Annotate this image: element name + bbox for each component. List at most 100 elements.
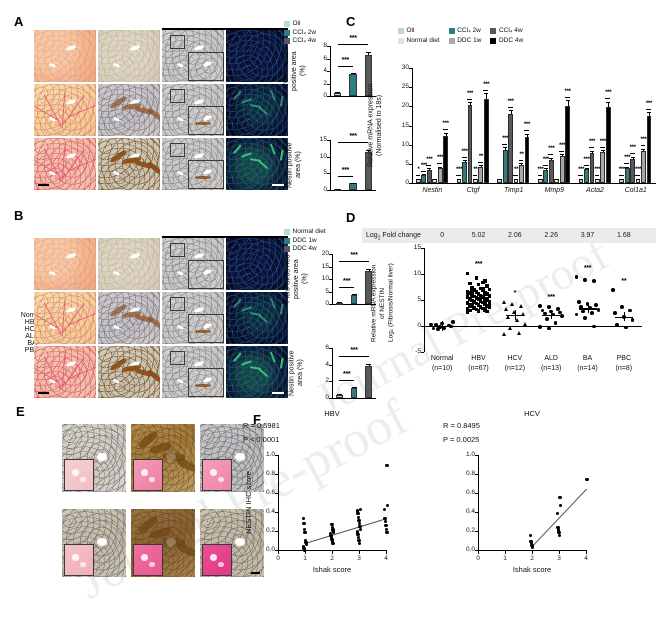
panel-c-errorcap-Col1a1-5 xyxy=(646,112,651,114)
panel-b-chart-psr-sigline-1 xyxy=(339,287,354,289)
panel-d-point-HCV-5 xyxy=(521,312,526,317)
panel-c-errorcap-Mmp9-4 xyxy=(560,154,565,156)
panel-f-p-0: P < 0.0001 xyxy=(243,435,280,444)
panel-c-stars-Acta2-2: *** xyxy=(588,139,596,146)
micrograph-r1-c3 xyxy=(226,84,288,136)
panel-d-sem-Normal xyxy=(442,321,444,331)
panel-f-point-0-1 xyxy=(302,521,306,525)
panel-f-point-0-26 xyxy=(358,524,362,528)
panel-c-sigline-Ctgf-5 xyxy=(483,89,489,91)
panel-c-bar-Col1a1-2 xyxy=(630,158,635,183)
panel-d-tick-label: 15 xyxy=(413,244,421,251)
panel-f-title-1: HCV xyxy=(524,409,540,418)
panel-c-stars-Timp1-3: ** xyxy=(514,167,519,174)
panel-c-legend: Oil CCl₄ 2w CCl₄ 4w Normal diet DDC 1w DDC 4w xyxy=(398,27,523,45)
panel-c-stars-Ctgf-1: *** xyxy=(461,148,468,155)
panel-f-y-axis-1 xyxy=(478,455,479,550)
panel-b-chart-psr-tick xyxy=(329,304,332,305)
panel-b-legend-item-0: Normal diet xyxy=(284,228,326,237)
panel-b-chart-nestin-bar-1 xyxy=(350,387,358,398)
panel-d-tick-label: 5 xyxy=(417,296,421,303)
panel-c-stars-Nestin-5: *** xyxy=(442,121,449,128)
legend-swatch-5 xyxy=(490,37,497,44)
panel-c-errorbar-Timp1-5 xyxy=(526,133,528,137)
panel-d-point-Normal-0 xyxy=(429,322,434,327)
panel-f-xtick-label-0-4: 4 xyxy=(384,555,388,562)
panel-c-stars-Col1a1-2: *** xyxy=(629,145,636,152)
panel-c-tick xyxy=(409,68,412,69)
micrograph-texture xyxy=(226,30,288,82)
panel-f-xtick-1 xyxy=(505,550,506,554)
panel-a-chart-nestin-errorcap-1 xyxy=(350,182,356,184)
panel-c-legend-item-1: CCl₄ 2w xyxy=(448,27,482,36)
panel-f-point-0-25 xyxy=(357,521,362,525)
panel-d-point-HBV-3 xyxy=(467,281,472,286)
panel-a-legend-label-1: CCl₄ 2w xyxy=(292,28,317,36)
panel-d-foldchange-value-3: 2.26 xyxy=(544,231,558,239)
panel-d-point-HBV-0 xyxy=(465,271,470,276)
panel-d-foldchange-value-2: 2.06 xyxy=(508,231,522,239)
panel-d-tick xyxy=(421,274,424,275)
panel-d-point-BA-2 xyxy=(592,278,596,283)
panel-c-category-label-4: Acta2 xyxy=(586,187,604,194)
inset-stain xyxy=(195,383,211,387)
legend-swatch-0 xyxy=(284,21,290,28)
panel-c-errorcap-Nestin-4 xyxy=(438,166,443,168)
panel-c-stars-Timp1-2: *** xyxy=(507,98,514,105)
panel-b-chart-nestin-tick xyxy=(329,348,332,349)
panel-d-point-HBV-8 xyxy=(487,287,492,292)
panel-d-point-BA-1 xyxy=(583,278,588,283)
panel-b-chart-nestin-tick-label: 0 xyxy=(325,394,329,401)
micrograph-r1-c1 xyxy=(98,84,160,136)
panel-f-point-1-6 xyxy=(559,503,563,507)
panel-c-errorbar-Ctgf-5 xyxy=(486,93,488,99)
panel-c-errorbar-Ctgf-2 xyxy=(469,102,471,106)
panel-c-sigline-Timp1-5 xyxy=(524,130,529,132)
panel-d-point-ALD-9 xyxy=(544,316,549,321)
panel-d-point-HCV-0 xyxy=(501,299,506,304)
panel-d-point-HBV-47 xyxy=(467,308,472,313)
panel-c-sigline-Col1a1-1 xyxy=(624,163,630,165)
panel-f-point-0-2 xyxy=(302,527,307,531)
panel-f-ytick-0 xyxy=(275,455,278,456)
panel-f-point-0-17 xyxy=(330,537,334,542)
panel-c-errorcap-Acta2-2 xyxy=(589,150,594,152)
panel-d-point-ALD-2 xyxy=(555,306,560,311)
panel-d-tick-label: 10 xyxy=(413,270,421,277)
panel-c-tick-label: 0 xyxy=(405,179,409,186)
panel-b-chart-nestin-sigline-1 xyxy=(339,379,354,381)
panel-c-tick-label: 10 xyxy=(401,140,409,148)
panel-c-legend-item-3: Normal diet xyxy=(398,37,440,46)
panel-d-point-HCV-2 xyxy=(518,304,523,309)
panel-c-errorcap-Col1a1-3 xyxy=(636,178,641,180)
micrograph-r0-c0 xyxy=(34,30,96,82)
panel-b-chart-nestin-tick-label: 2 xyxy=(325,377,329,385)
panel-a-chart-nestin-y-axis xyxy=(330,140,331,190)
panel-d-point-HCV-3 xyxy=(503,307,508,312)
panel-a-chart-nestin-bar-1 xyxy=(349,183,357,190)
panel-f-xtick-1 xyxy=(532,550,533,554)
panel-d-point-PBC-0 xyxy=(611,288,615,293)
panel-c-stars-Acta2-0: *** xyxy=(578,167,585,174)
micrograph-texture xyxy=(98,238,160,290)
panel-c-sigline-Col1a1-2 xyxy=(629,153,635,155)
panel-b-legend-item-1: DDC 1w xyxy=(284,237,326,246)
panel-b-chart-psr-tick xyxy=(329,279,332,280)
panel-c-category-label-0: Nestin xyxy=(422,187,443,194)
panel-c-bar-Ctgf-1 xyxy=(462,161,467,183)
panel-c-sigline-Ctgf-3 xyxy=(472,175,478,177)
panel-f-point-0-40 xyxy=(385,531,389,535)
panel-c-errorcap-Acta2-3 xyxy=(595,178,600,180)
panel-e-inset-lumen xyxy=(80,477,87,482)
micrograph-r2-c0 xyxy=(34,138,96,190)
panel-a-chart-psr-tick xyxy=(327,83,330,85)
panel-b-chart-psr-tick-label: 0 xyxy=(325,300,329,307)
panel-c-bar-Mmp9-1 xyxy=(543,169,549,183)
panel-c-errorcap-Ctgf-5 xyxy=(484,93,489,95)
panel-a-legend-item-2: CCl₄ 4w xyxy=(284,37,316,46)
panel-d-zero-axis xyxy=(424,326,642,327)
panel-f-point-0-15 xyxy=(329,534,333,538)
panel-c-stars-Col1a1-5: *** xyxy=(645,100,652,107)
panel-d-point-BA-8 xyxy=(596,307,601,312)
panel-c-tick xyxy=(409,87,412,89)
